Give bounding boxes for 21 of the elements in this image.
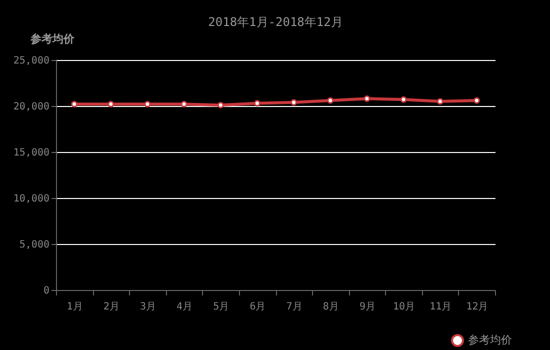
x-tick-label: 11月 <box>430 302 452 312</box>
y-tick-label: 5,000 <box>19 240 50 250</box>
x-tick-label: 7月 <box>286 302 302 312</box>
y-tick-label: 25,000 <box>13 56 50 66</box>
x-tick-label: 8月 <box>322 302 339 312</box>
x-tick-label: 1月 <box>66 302 83 312</box>
y-tick-label: 10,000 <box>13 194 50 204</box>
x-tick-label: 6月 <box>250 302 266 312</box>
x-tick-label: 12月 <box>466 302 488 312</box>
chart-title: 2018年1月-2018年12月 <box>208 15 343 29</box>
y-axis-title: 参考均价 <box>30 32 76 46</box>
legend-label: 参考均价 <box>468 334 512 346</box>
x-tick-label: 2月 <box>103 302 120 312</box>
y-tick-label: 15,000 <box>13 148 50 158</box>
x-tick-label: 5月 <box>213 302 230 312</box>
x-tick-label: 9月 <box>359 302 376 312</box>
y-tick-label: 20,000 <box>13 102 50 112</box>
x-tick-label: 3月 <box>140 302 156 312</box>
x-tick-label: 4月 <box>176 302 193 312</box>
x-tick-label: 10月 <box>393 302 416 312</box>
y-tick-label: 0 <box>43 286 50 296</box>
